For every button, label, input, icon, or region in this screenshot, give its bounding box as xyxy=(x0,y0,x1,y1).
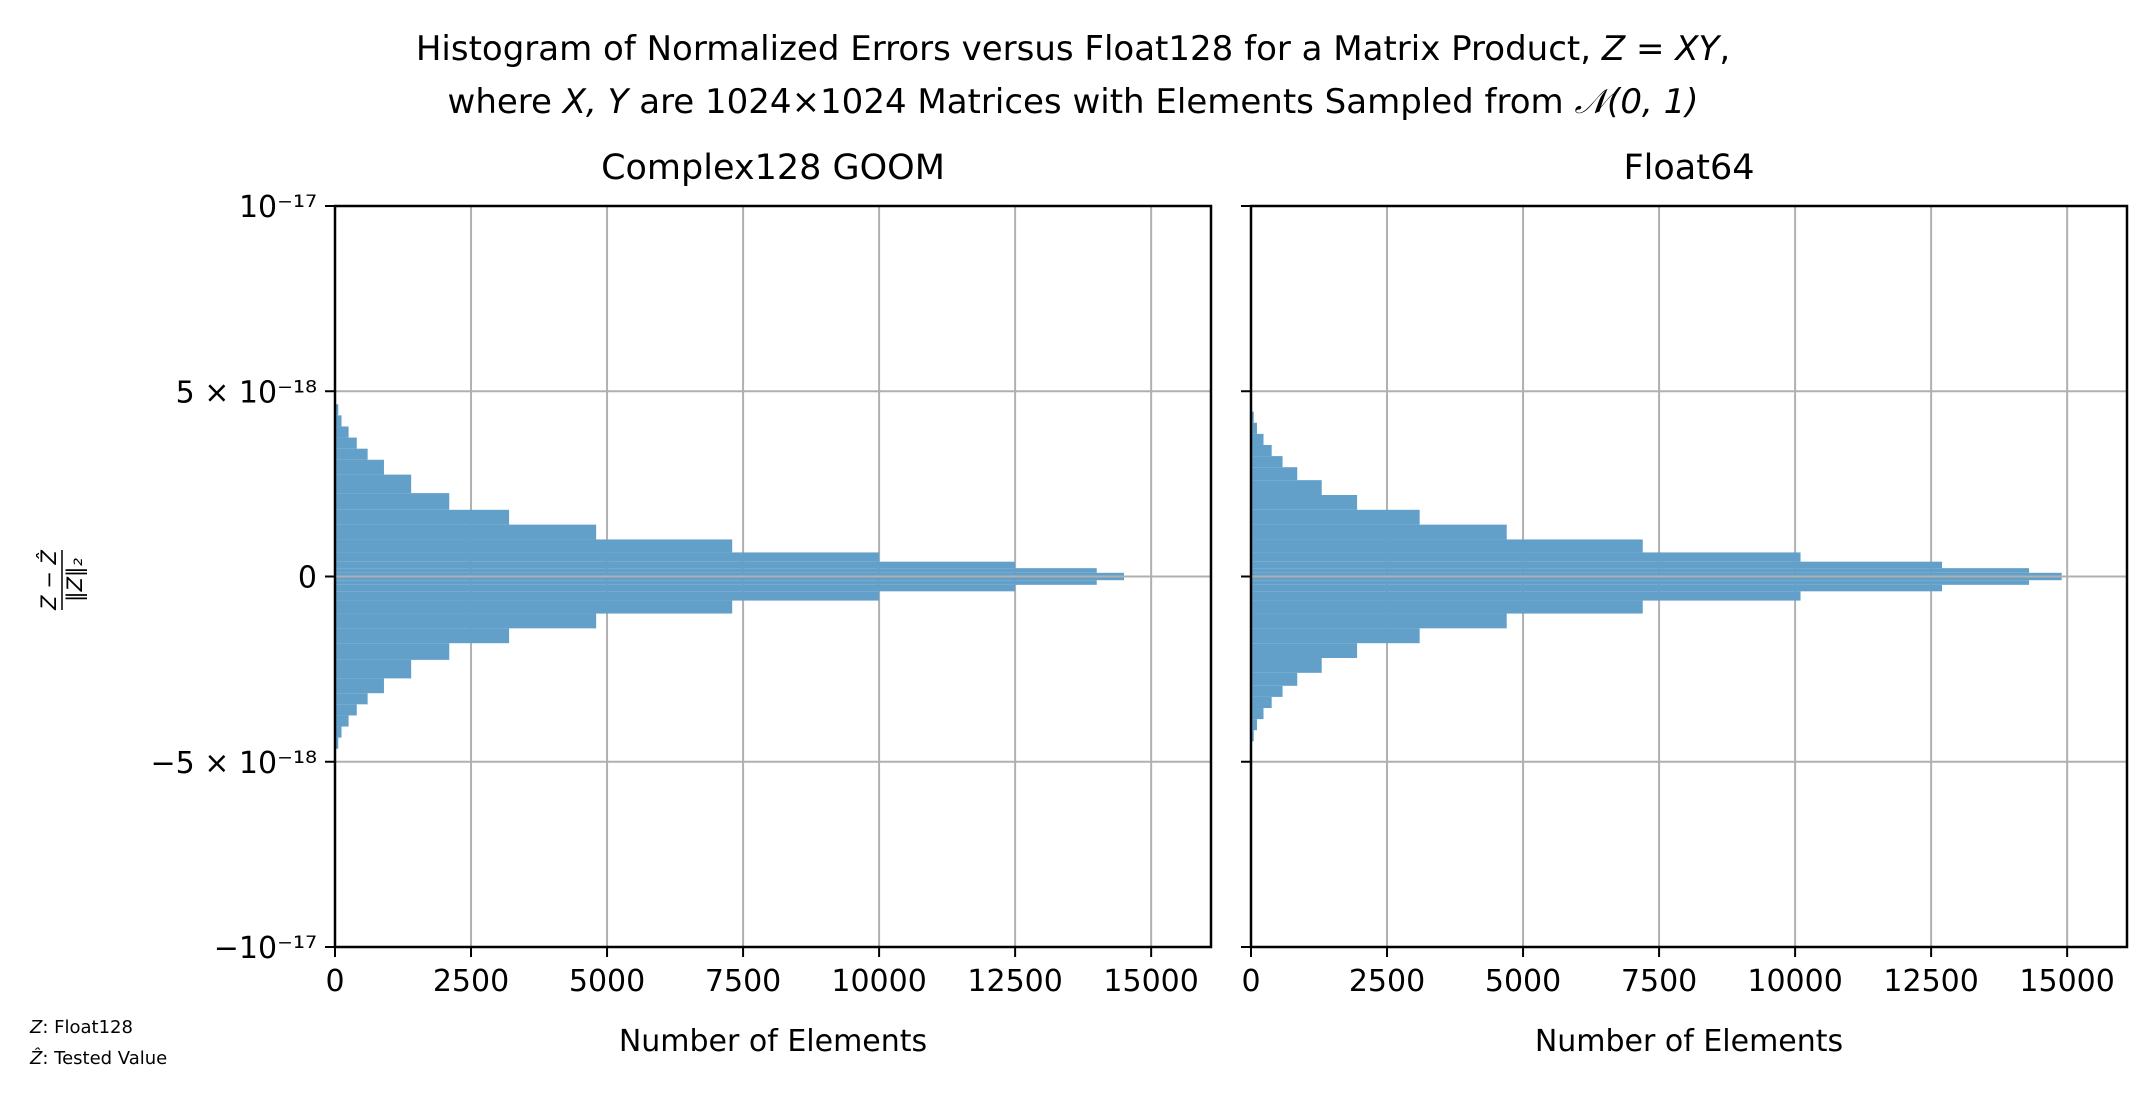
histogram-bar xyxy=(1251,480,1322,495)
histogram-bar xyxy=(1251,600,1643,614)
histogram-bar xyxy=(335,613,597,629)
figure-title-line-1: Histogram of Normalized Errors versus Fl… xyxy=(416,29,1730,69)
histogram-bar xyxy=(1251,539,1643,553)
histogram-bar xyxy=(335,561,1016,569)
legend-note-z: Z: Float128 xyxy=(29,1017,133,1038)
histogram-bar xyxy=(1251,643,1358,659)
histogram-bar xyxy=(1251,524,1507,540)
histogram-bar xyxy=(1251,708,1264,720)
histogram-bar xyxy=(335,509,510,525)
x-tick-label: 15000 xyxy=(1103,964,1198,999)
histogram-bar xyxy=(1251,444,1272,457)
histogram-bar xyxy=(335,448,368,460)
histogram-bar xyxy=(335,693,368,705)
histogram-bar xyxy=(1251,456,1283,468)
histogram-bar xyxy=(335,715,349,727)
x-tick-label: 5000 xyxy=(1485,964,1561,999)
histogram-bar xyxy=(1251,628,1420,644)
histogram-bar xyxy=(1251,422,1257,434)
histogram-bar xyxy=(335,600,733,614)
x-tick-label: 10000 xyxy=(1747,964,1842,999)
x-tick-label: 7500 xyxy=(705,964,781,999)
histogram-bar xyxy=(1251,568,2030,573)
histogram-bar xyxy=(1251,467,1298,481)
histogram-bar xyxy=(335,659,412,679)
histogram-bar xyxy=(335,568,1097,573)
x-tick-label: 15000 xyxy=(2019,964,2114,999)
histogram-bar xyxy=(335,539,733,553)
histogram-bar xyxy=(335,459,384,475)
histogram-bars xyxy=(1251,411,2068,742)
histogram-bar xyxy=(335,552,880,562)
histogram-bar xyxy=(335,737,339,749)
histogram-bar xyxy=(1251,672,1298,686)
panel-complex128-goom: Complex128 GOOM 0 2500 5000 7500 10000 12500 1… xyxy=(151,148,1213,1059)
histogram-bar xyxy=(335,591,880,601)
y-axis-label: Z − Ẑ ‖Z‖₂ xyxy=(36,550,88,611)
histogram-bar xyxy=(335,426,349,438)
histogram-bar xyxy=(335,493,450,510)
histogram-bar xyxy=(335,726,342,738)
panel-title-float64: Float64 xyxy=(1624,148,1755,188)
panel-float64: Float64 0 2500 5000 7500 10000 12500 15000 Num… xyxy=(1241,148,2129,1059)
histogram-bar xyxy=(335,415,342,427)
histogram-bar xyxy=(1251,613,1507,629)
x-tick-label: 12500 xyxy=(967,964,1062,999)
x-tick-label: 0 xyxy=(1241,964,1260,999)
histogram-bar xyxy=(335,678,384,694)
histogram-bar xyxy=(335,643,450,660)
axis-ticks: 0 2500 5000 7500 10000 12500 15000 xyxy=(1241,205,2115,999)
panel-title-complex128-goom: Complex128 GOOM xyxy=(601,148,945,188)
x-axis-label: Number of Elements xyxy=(1535,1024,1843,1059)
x-tick-label: 2500 xyxy=(1349,964,1425,999)
x-tick-label: 12500 xyxy=(1883,964,1978,999)
histogram-bar xyxy=(1251,696,1272,709)
histogram-bar xyxy=(1251,730,1254,742)
histogram-bar xyxy=(1251,552,1801,562)
x-tick-label: 10000 xyxy=(831,964,926,999)
histogram-bar xyxy=(1251,494,1358,510)
y-tick-label: 5 × 10⁻¹⁸ xyxy=(176,375,317,410)
histogram-bar xyxy=(1251,584,1943,592)
x-tick-label: 5000 xyxy=(569,964,645,999)
y-tick-label: −5 × 10⁻¹⁸ xyxy=(151,746,318,781)
x-tick-label: 0 xyxy=(325,964,344,999)
histogram-bar xyxy=(335,577,1124,581)
histogram-bar xyxy=(1251,561,1943,569)
legend-note-zhat: Ẑ: Tested Value xyxy=(29,1047,167,1069)
histogram-bar xyxy=(335,437,357,449)
histogram-bar xyxy=(1251,719,1257,731)
histogram-bar xyxy=(335,584,1016,592)
y-tick-label: −10⁻¹⁷ xyxy=(214,931,317,966)
x-tick-label: 2500 xyxy=(433,964,509,999)
histogram-bar xyxy=(1251,577,2062,581)
x-tick-label: 7500 xyxy=(1621,964,1697,999)
histogram-bar xyxy=(335,628,510,644)
histogram-bar xyxy=(1251,433,1264,445)
y-axis-label-denominator: ‖Z‖₂ xyxy=(63,558,88,602)
y-tick-label: 10⁻¹⁷ xyxy=(239,190,317,225)
histogram-bar xyxy=(335,572,1124,576)
x-axis-label: Number of Elements xyxy=(619,1024,927,1059)
histogram-bar xyxy=(1251,572,2062,576)
figure-title-line-2: where X, Y are 1024×1024 Matrices with E… xyxy=(448,82,1699,122)
histogram-bar xyxy=(1251,580,2030,585)
axis-ticks: 0 2500 5000 7500 10000 12500 15000 10⁻¹⁷ 5 × 10⁻… xyxy=(151,190,1199,999)
histogram-bar xyxy=(335,704,357,716)
histogram-bar xyxy=(1251,685,1283,697)
y-tick-label: 0 xyxy=(298,561,317,596)
histogram-bar xyxy=(335,474,412,494)
histogram-bar xyxy=(1251,509,1420,525)
histogram-bar xyxy=(1251,591,1801,601)
histogram-bar xyxy=(1251,411,1254,423)
histogram-bar xyxy=(1251,658,1322,673)
y-axis-label-numerator: Z − Ẑ xyxy=(36,550,61,611)
histogram-bar xyxy=(335,404,339,416)
histogram-bar xyxy=(335,580,1097,585)
histogram-bar xyxy=(335,524,597,540)
